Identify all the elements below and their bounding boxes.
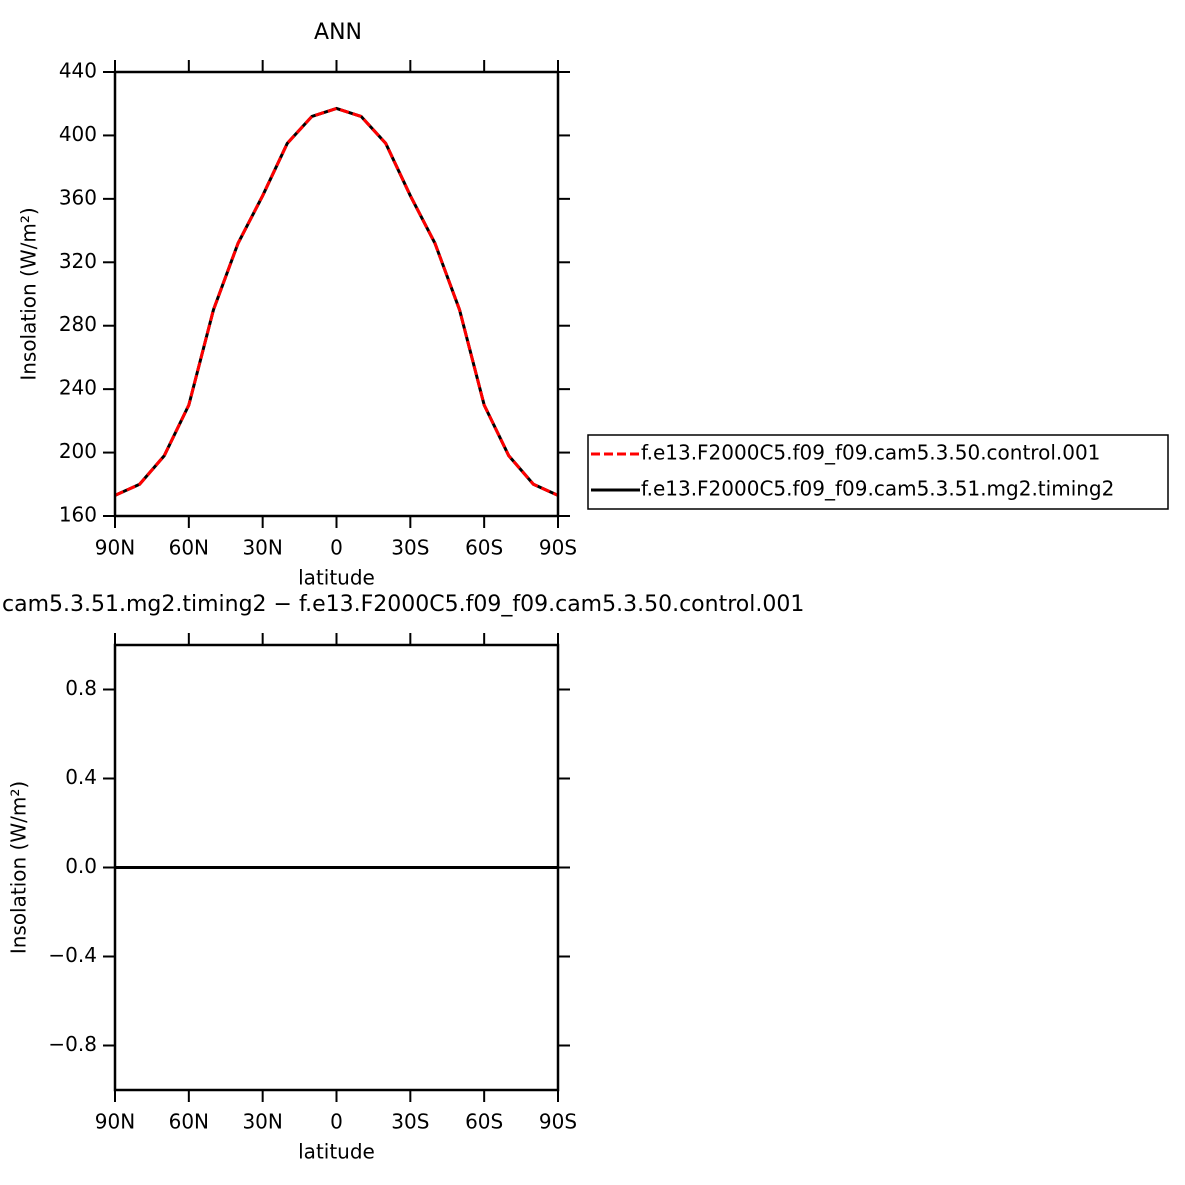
x-tick-label: 60S [465,536,503,560]
x-tick-label: 60N [169,1110,209,1134]
y-tick-label: 160 [59,503,97,527]
y-tick-label: 0.4 [65,765,97,789]
y-tick-label: 0.0 [65,854,97,878]
x-tick-label: 90S [539,1110,577,1134]
x-tick-label: 60N [169,536,209,560]
y-tick-label: 0.8 [65,676,97,700]
x-tick-label: 0 [330,536,343,560]
legend-label: f.e13.F2000C5.f09_f09.cam5.3.50.control.… [641,441,1100,465]
x-axis-label: latitude [298,1140,375,1164]
x-tick-label: 90N [95,536,135,560]
x-tick-label: 0 [330,1110,343,1134]
y-tick-label: 400 [59,122,97,146]
x-tick-label: 30S [391,536,429,560]
data-line [114,106,559,497]
legend-label: f.e13.F2000C5.f09_f09.cam5.3.51.mg2.timi… [641,477,1114,501]
y-tick-label: −0.4 [48,943,97,967]
y-tick-label: −0.8 [48,1032,97,1056]
y-tick-label: 200 [59,439,97,463]
x-tick-label: 30N [242,1110,282,1134]
plot-frame [113,70,560,518]
y-axis-label: Insolation (W/m²) [17,207,41,380]
x-axis-label: latitude [298,566,375,590]
legend-box [587,434,1169,510]
chart-title: ANN [314,20,362,45]
y-tick-label: 240 [59,376,97,400]
y-tick-label: 320 [59,249,97,273]
x-tick-label: 90S [539,536,577,560]
x-tick-label: 30N [242,536,282,560]
y-tick-label: 440 [59,59,97,83]
data-line [114,106,559,497]
plot-frame [113,643,560,1092]
chart-title: cam5.3.51.mg2.timing2 − f.e13.F2000C5.f0… [2,592,804,617]
y-axis-label: Insolation (W/m²) [7,781,31,954]
x-tick-label: 90N [95,1110,135,1134]
x-tick-label: 30S [391,1110,429,1134]
y-tick-label: 280 [59,312,97,336]
y-tick-label: 360 [59,185,97,209]
x-tick-label: 60S [465,1110,503,1134]
